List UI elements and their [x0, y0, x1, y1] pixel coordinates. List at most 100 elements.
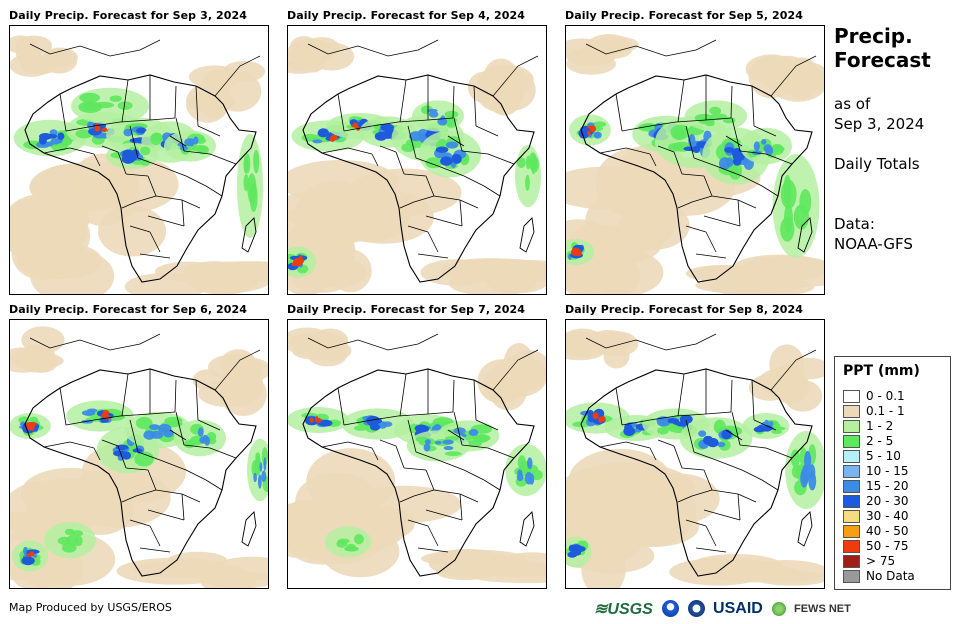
rain-area — [117, 101, 133, 110]
europe-coastline — [585, 333, 717, 351]
europe-coastline — [585, 39, 717, 57]
country-border — [487, 153, 515, 165]
rain-area — [799, 189, 812, 215]
country-border — [751, 379, 755, 421]
country-border — [625, 441, 651, 449]
light-drizzle-area — [476, 67, 523, 105]
panel-title: Daily Precip. Forecast for Sep 4, 2024 — [287, 9, 526, 22]
light-drizzle-area — [30, 162, 133, 212]
country-border — [137, 451, 161, 461]
rain-area — [598, 416, 604, 423]
legend-item: 40 - 50 — [843, 524, 909, 539]
country-border — [343, 125, 373, 132]
legend-label: 15 - 20 — [866, 479, 909, 493]
legend-label: > 75 — [866, 554, 896, 568]
country-border — [483, 185, 501, 197]
rain-area — [374, 131, 388, 141]
arabia-coastline — [770, 55, 817, 97]
country-border — [59, 93, 67, 132]
rain-area — [592, 412, 599, 420]
country-border — [147, 469, 157, 491]
rain-area — [726, 157, 734, 167]
rain-area — [139, 146, 151, 156]
rain-area — [437, 117, 448, 126]
rain-area — [293, 258, 303, 266]
legend-label: 0.1 - 1 — [866, 404, 905, 418]
rain-area — [705, 120, 715, 127]
rain-area — [433, 424, 442, 432]
rain-area — [163, 428, 174, 438]
country-border — [691, 489, 713, 497]
rain-area — [451, 154, 459, 160]
country-border — [197, 125, 221, 137]
country-border — [379, 145, 397, 153]
forecast-info: Precip. Forecast as of Sep 3, 2024 Daily… — [834, 24, 964, 254]
rain-area — [64, 528, 75, 536]
country-border — [181, 493, 185, 521]
country-border — [93, 121, 121, 127]
country-border — [673, 445, 683, 469]
rain-area — [86, 408, 98, 413]
country-border — [175, 411, 185, 446]
rain-area — [129, 138, 140, 143]
country-border — [379, 439, 397, 447]
rain-area — [346, 543, 356, 550]
country-border — [677, 495, 693, 503]
rain-area — [184, 439, 195, 449]
country-border — [753, 125, 777, 137]
country-border — [615, 93, 623, 132]
rain-area — [780, 217, 795, 242]
rain-area — [587, 122, 595, 127]
country-border — [43, 441, 71, 448]
country-border — [415, 157, 439, 167]
country-border — [447, 429, 465, 441]
country-border — [703, 215, 741, 227]
country-border — [427, 231, 439, 253]
country-border — [475, 419, 499, 431]
country-border — [685, 519, 707, 527]
precip-map-sep-8 — [565, 319, 825, 589]
rain-area — [336, 539, 348, 548]
country-border — [437, 165, 465, 177]
light-drizzle-area — [192, 369, 223, 391]
country-border — [695, 253, 727, 259]
country-border — [425, 175, 435, 197]
country-border — [452, 379, 455, 413]
rain-area — [424, 439, 431, 445]
country-border — [195, 85, 199, 127]
legend-item: 1 - 2 — [843, 419, 893, 434]
rain-area — [679, 414, 693, 424]
legend-label: 20 - 30 — [866, 494, 909, 508]
country-border — [93, 153, 101, 167]
country-border — [691, 195, 713, 203]
rain-area — [593, 131, 602, 139]
rain-area — [528, 152, 538, 171]
rain-area — [197, 427, 204, 437]
legend-title: PPT (mm) — [843, 363, 920, 379]
country-border — [685, 419, 695, 453]
country-border — [730, 379, 733, 413]
country-border — [135, 195, 157, 203]
country-border — [181, 493, 201, 503]
country-border — [149, 411, 176, 415]
legend-label: 1 - 2 — [866, 419, 894, 433]
country-border — [69, 147, 95, 155]
country-border — [397, 413, 429, 417]
country-border — [675, 119, 707, 123]
country-border — [137, 157, 161, 167]
arabia-coastline — [492, 55, 539, 97]
legend-swatch — [843, 510, 860, 523]
rain-area — [753, 141, 760, 152]
rain-area — [25, 555, 32, 563]
country-border — [174, 379, 177, 413]
country-border — [181, 199, 185, 227]
rain-area — [93, 101, 115, 109]
legend-swatch — [843, 570, 860, 583]
rain-area — [57, 536, 71, 545]
country-border — [135, 489, 157, 497]
panel-title: Daily Precip. Forecast for Sep 6, 2024 — [9, 303, 248, 316]
rain-area — [732, 152, 745, 162]
country-border — [181, 199, 201, 209]
country-border — [615, 387, 623, 426]
country-border — [119, 413, 151, 417]
